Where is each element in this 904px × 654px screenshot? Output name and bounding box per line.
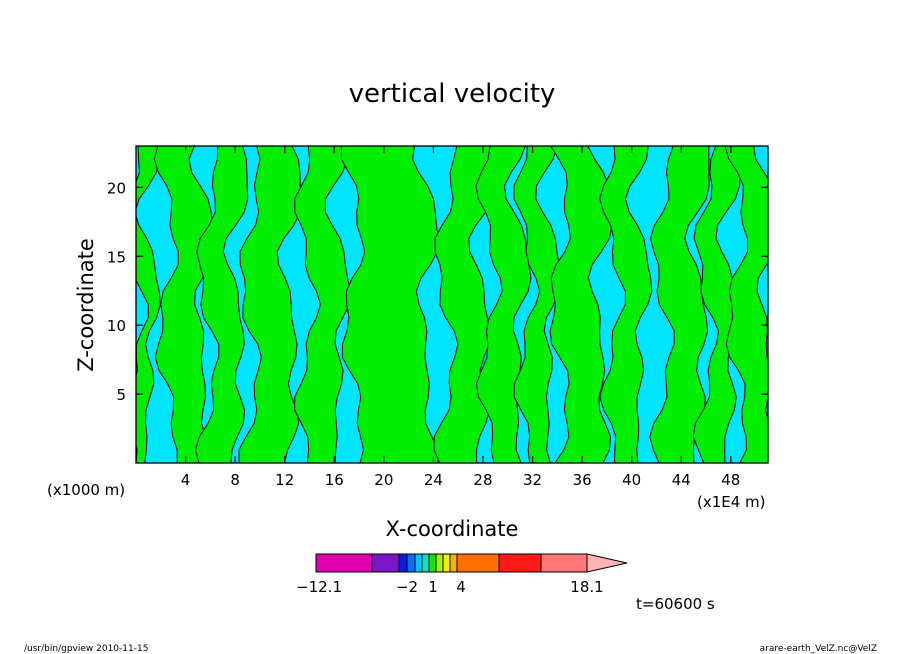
y-tick-label: 5	[116, 386, 126, 404]
colorbar-labels: −12.1 −2 1 4 18.1	[296, 578, 604, 596]
positive-velocity-region	[549, 146, 613, 463]
positive-velocity-region	[475, 146, 532, 463]
plot-frame	[135, 145, 769, 464]
x-tick-label: 24	[424, 471, 443, 489]
y-tick-label: 10	[107, 317, 126, 335]
colorbar-segment	[498, 553, 542, 573]
y-tick-label: 20	[107, 179, 126, 197]
x-axis-label: X-coordinate	[386, 517, 519, 541]
x-tick-label: 4	[181, 471, 191, 489]
colorbar-segment	[398, 553, 408, 573]
positive-velocity-region	[194, 146, 249, 463]
colorbar-segment	[406, 553, 416, 573]
positive-velocity-region	[513, 146, 563, 463]
footer-right: arare-earth_VelZ.nc@VelZ	[760, 644, 877, 654]
x-tick-label: 48	[721, 471, 740, 489]
colorbar-label: −2	[396, 578, 418, 596]
y-tick-label: 15	[107, 248, 126, 266]
colorbar-segment	[435, 553, 444, 573]
chart-title: vertical velocity	[349, 79, 556, 109]
x-tick-label: 12	[275, 471, 294, 489]
positive-velocity-region	[599, 146, 653, 463]
x-axis-ticks: 4 8 12 16 20 24 28 32 36 40 44 48	[181, 146, 740, 489]
y-axis-ticks: 5 10 15 20	[107, 179, 768, 404]
positive-velocity-region	[153, 146, 218, 463]
footer-left: /usr/bin/gpview 2010-11-15	[24, 644, 148, 654]
x-tick-label: 36	[573, 471, 592, 489]
colorbar-segment	[449, 553, 458, 573]
x-tick-label: 20	[374, 471, 393, 489]
positive-velocity-region	[649, 146, 710, 463]
x-tick-label: 40	[622, 471, 641, 489]
x-tick-label: 16	[325, 471, 344, 489]
positive-velocity-region	[692, 146, 741, 463]
colorbar-arrow	[586, 553, 628, 573]
colorbar-segment	[371, 553, 400, 573]
x-axis-units-right: (x1E4 m)	[697, 493, 766, 511]
x-tick-label: 28	[473, 471, 492, 489]
x-tick-label: 32	[523, 471, 542, 489]
positive-velocity-region	[340, 146, 439, 463]
positive-velocity-regions	[136, 146, 768, 463]
colorbar-segment	[428, 553, 437, 573]
x-axis-units-left: (x1000 m)	[47, 481, 125, 499]
colorbar-segment	[442, 553, 451, 573]
time-label: t=60600 s	[636, 595, 715, 613]
colorbar-segment	[421, 553, 430, 573]
colorbar-label: −12.1	[296, 578, 342, 596]
colorbar-segment	[414, 553, 423, 573]
colorbar-label: 1	[428, 578, 438, 596]
positive-velocity-region	[724, 146, 768, 463]
colorbar-segment	[456, 553, 500, 573]
y-axis-label: Z-coordinate	[74, 238, 98, 372]
colorbar-segment	[540, 553, 588, 573]
x-tick-label: 44	[672, 471, 691, 489]
colorbar-label: 4	[456, 578, 466, 596]
colorbar	[315, 553, 628, 573]
plot-area	[136, 146, 768, 463]
colorbar-segment	[315, 553, 373, 573]
positive-velocity-region	[294, 146, 351, 463]
colorbar-label: 18.1	[570, 578, 603, 596]
positive-velocity-region	[238, 146, 302, 463]
x-tick-label: 8	[230, 471, 240, 489]
